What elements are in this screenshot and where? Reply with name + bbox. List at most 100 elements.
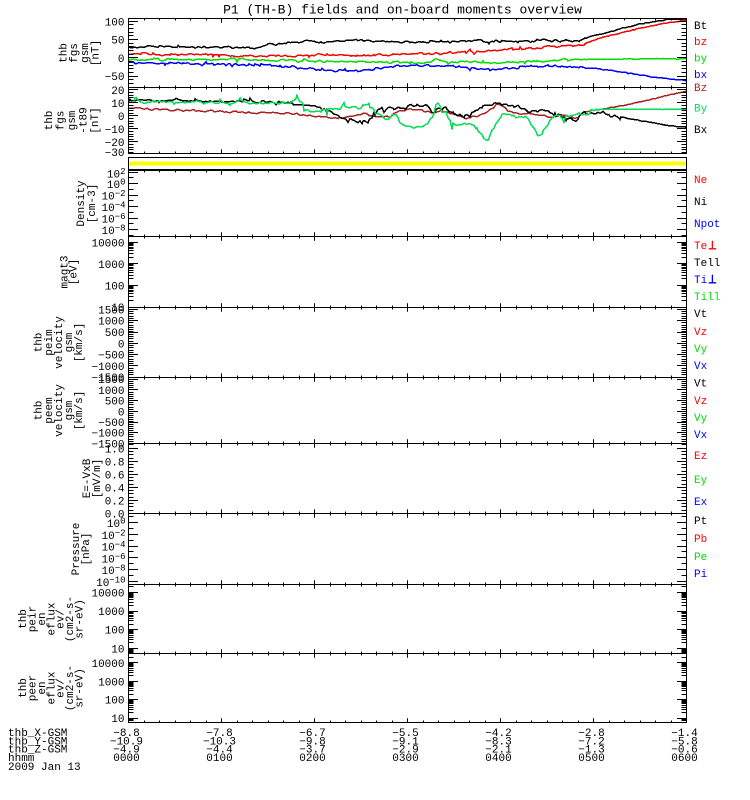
svg-text:bx: bx [694,70,708,82]
svg-text:velocity: velocity [54,384,66,437]
svg-text:thb_Z-GSM: thb_Z-GSM [8,745,67,757]
svg-text:Ti: Ti [694,275,708,287]
svg-text:−1000: −1000 [91,362,124,374]
svg-text:Bx: Bx [694,125,708,137]
svg-text:−8: −8 [115,564,126,574]
svg-text:thb: thb [18,609,30,629]
svg-text:−10.9: −10.9 [110,737,143,749]
svg-text:−4.9: −4.9 [113,745,139,757]
svg-text:(cm2-s-: (cm2-s- [65,665,77,711]
svg-text:−6.7: −6.7 [299,728,325,740]
svg-text:−0.6: −0.6 [671,745,697,757]
svg-text:100: 100 [105,18,125,30]
svg-text:P1 (TH-B) fields and on-board: P1 (TH-B) fields and on-board moments ov… [223,3,582,18]
svg-text:−5.5: −5.5 [392,728,418,740]
svg-text:ev/: ev/ [56,609,68,629]
svg-text:500: 500 [105,328,125,340]
svg-text:Vt: Vt [694,378,707,390]
svg-text:100: 100 [105,626,125,638]
svg-text:Pt: Pt [694,516,707,528]
svg-text:−10: −10 [109,576,125,586]
svg-text:velocity: velocity [54,316,66,369]
svg-text:Tell: Tell [694,258,720,270]
svg-text:−1.3: −1.3 [578,745,604,757]
svg-text:Bz: Bz [694,83,707,95]
svg-text:10: 10 [111,303,124,315]
svg-text:fgs: fgs [69,43,81,63]
svg-text:0.4: 0.4 [105,483,125,495]
svg-text:−6: −6 [115,552,126,562]
svg-text:Pb: Pb [694,534,707,546]
svg-text:[km/s]: [km/s] [74,391,86,431]
svg-text:Pe: Pe [694,552,707,564]
svg-text:−9.1: −9.1 [392,737,419,749]
svg-text:1000: 1000 [98,260,124,272]
svg-text:[nT]: [nT] [90,107,102,133]
svg-text:10: 10 [111,99,124,111]
svg-text:10: 10 [101,203,114,215]
svg-text:−8.8: −8.8 [113,728,139,740]
svg-text:en: en [37,612,49,625]
svg-text:(cm2-s-: (cm2-s- [65,596,77,642]
svg-text:10: 10 [101,192,114,204]
svg-text:0.0: 0.0 [105,510,125,522]
svg-text:0: 0 [118,407,125,419]
svg-text:[cm-3]: [cm-3] [87,184,99,224]
svg-text:0200: 0200 [299,753,325,765]
svg-text:Npot: Npot [694,219,720,231]
svg-text:−9.8: −9.8 [299,737,325,749]
svg-text:[km/s]: [km/s] [74,323,86,363]
svg-text:1000: 1000 [98,386,124,398]
svg-text:peir: peir [28,606,40,632]
svg-text:thb: thb [18,678,30,698]
svg-text:sr-eV): sr-eV) [75,599,87,639]
svg-text:bz: bz [694,37,707,49]
svg-text:500: 500 [105,397,125,409]
svg-text:thb_X-GSM: thb_X-GSM [8,728,67,740]
svg-text:E=-VxB: E=-VxB [82,458,94,498]
svg-text:−50: −50 [105,72,125,84]
svg-text:en: en [37,681,49,694]
svg-text:10: 10 [101,554,114,566]
svg-text:10: 10 [101,543,114,555]
svg-text:−10.3: −10.3 [203,737,236,749]
svg-text:thb_Y-GSM: thb_Y-GSM [8,737,67,749]
svg-text:0: 0 [120,517,125,527]
svg-text:0.6: 0.6 [105,470,125,482]
svg-text:gsm: gsm [64,400,76,420]
svg-text:[eV]: [eV] [69,259,81,285]
svg-text:−7.8: −7.8 [206,728,232,740]
svg-text:gsm: gsm [67,110,79,130]
svg-text:10000: 10000 [91,659,124,671]
svg-text:−5.8: −5.8 [671,737,697,749]
svg-text:magt3: magt3 [59,255,71,288]
svg-text:0300: 0300 [392,753,418,765]
svg-text:0: 0 [118,112,125,124]
svg-text:Ez: Ez [694,451,707,463]
svg-text:10: 10 [107,519,120,531]
svg-text:−30: −30 [105,148,125,160]
svg-text:[mV/m]: [mV/m] [92,459,104,499]
svg-text:[nPa]: [nPa] [81,532,93,565]
svg-text:−2.1: −2.1 [485,745,512,757]
svg-text:1000: 1000 [98,607,124,619]
svg-text:10: 10 [101,566,114,578]
svg-text:ev/: ev/ [56,678,68,698]
svg-text:0500: 0500 [578,753,604,765]
svg-text:20: 20 [111,86,124,98]
svg-text:10: 10 [101,215,114,227]
svg-text:0: 0 [118,54,125,66]
svg-text:[nT]: [nT] [91,40,103,66]
svg-text:−2.9: −2.9 [392,745,418,757]
svg-text:Till: Till [694,292,720,304]
svg-text:−4: −4 [115,540,126,550]
svg-text:thb: thb [34,333,46,353]
svg-text:thb: thb [34,401,46,421]
svg-text:0400: 0400 [485,753,511,765]
svg-text:0.2: 0.2 [105,496,125,508]
svg-text:2009 Jan 13: 2009 Jan 13 [8,762,81,774]
svg-text:−8: −8 [115,224,126,234]
svg-text:-t89: -t89 [79,107,91,133]
svg-text:0100: 0100 [206,753,232,765]
svg-text:10: 10 [101,226,114,238]
